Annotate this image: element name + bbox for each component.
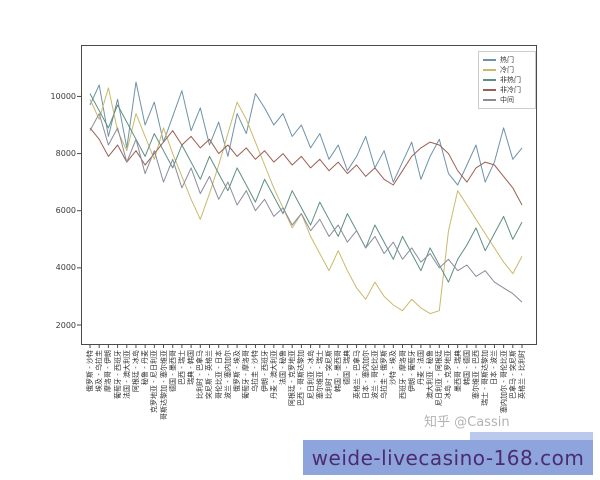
- y-tick-label: 4000: [55, 263, 76, 273]
- x-tick-label: 阿根廷 - 冰岛: [131, 350, 140, 392]
- footer-site-url: weide-livecasino-168.com: [311, 445, 585, 470]
- x-tick-label: 葡萄牙 - 西班牙: [113, 350, 122, 399]
- x-tick-label: 丹麦 - 澳大利亚: [269, 350, 278, 399]
- x-tick-label: 瑞典 - 韩国: [187, 350, 196, 385]
- x-tick-label: 埃及 - 乌拉圭: [95, 350, 104, 392]
- x-tick-label: 韩国 - 德国: [462, 350, 471, 385]
- x-tick-label: 冰岛 - 克罗地亚: [444, 350, 453, 399]
- x-tick-label: 塞尔维亚 - 巴西: [472, 350, 481, 399]
- legend-label: 中间: [500, 96, 514, 104]
- legend-item-非冷门: 非冷门: [483, 85, 531, 95]
- y-tick-label: 2000: [55, 320, 76, 330]
- x-tick-label: 乌拉圭 - 俄罗斯: [380, 350, 389, 399]
- x-tick-label: 突尼斯 - 英格兰: [205, 350, 214, 399]
- chart-legend: 热门冷门非热门非冷门中间: [478, 51, 536, 109]
- x-tick-label: 德国 - 墨西哥: [168, 350, 177, 392]
- x-tick-label: 澳大利亚 - 秘鲁: [426, 350, 435, 399]
- legend-label: 热门: [500, 56, 514, 64]
- x-tick-label: 巴西 - 瑞士: [177, 350, 186, 385]
- x-tick-label: 英格兰 - 比利时: [518, 350, 526, 399]
- x-tick-label: 哥斯达黎加 - 塞尔维亚: [159, 350, 168, 420]
- legend-label: 非热门: [500, 76, 521, 84]
- legend-item-非热门: 非热门: [483, 75, 531, 85]
- x-tick-label: 哥伦比亚 - 日本: [214, 350, 223, 399]
- x-tick-label: 乌拉圭 - 沙特: [251, 350, 260, 392]
- x-tick-label: 摩洛哥 - 伊朗: [104, 350, 113, 392]
- legend-line-swatch: [483, 69, 496, 71]
- legend-line-swatch: [483, 99, 496, 101]
- x-tick-label: 日本 - 塞内加尔: [361, 350, 370, 399]
- axis-tick-marks: [77, 95, 523, 348]
- x-tick-label: 克罗地亚 - 尼日利亚: [150, 350, 159, 413]
- x-tick-label: 秘鲁 - 丹麦: [141, 350, 150, 385]
- x-tick-label: 韩国 - 墨西哥: [334, 350, 343, 392]
- legend-item-热门: 热门: [483, 55, 531, 65]
- legend-line-swatch: [483, 59, 496, 61]
- x-tick-label: 日本 - 波兰: [490, 350, 499, 385]
- x-tick-label: 墨西哥 - 瑞典: [453, 350, 462, 392]
- x-tick-label: 法国 - 澳大利亚: [122, 350, 131, 399]
- series-line-非热门: [89, 93, 523, 283]
- series-line-冷门: [89, 87, 523, 315]
- x-tick-label: 波兰 - 塞内加尔: [223, 350, 232, 399]
- x-tick-label: 塞尔维亚 - 瑞士: [315, 350, 324, 399]
- x-tick-label: 阿根廷 - 克罗地亚: [288, 350, 297, 406]
- series-line-热门: [89, 81, 523, 186]
- footer-site-banner: weide-livecasino-168.com: [303, 440, 593, 475]
- x-tick-label: 伊朗 - 西班牙: [260, 350, 269, 392]
- x-tick-label: 尼日利亚 - 冰岛: [306, 350, 315, 399]
- x-tick-label: 比利时 - 巴拿马: [196, 350, 205, 399]
- y-tick-label: 6000: [55, 206, 76, 216]
- legend-item-冷门: 冷门: [483, 65, 531, 75]
- x-tick-label: 沙特 - 埃及: [389, 350, 398, 385]
- x-tick-label: 葡萄牙 - 摩洛哥: [242, 350, 251, 399]
- y-tick-label: 10000: [50, 91, 76, 101]
- legend-line-swatch: [483, 89, 496, 91]
- y-tick-label: 8000: [55, 149, 76, 159]
- x-tick-label: 俄罗斯 - 埃及: [233, 350, 242, 392]
- banner-light-strip: [470, 432, 593, 441]
- x-tick-label: 巴拿马 - 突尼斯: [508, 350, 517, 399]
- x-tick-label: 巴西 - 哥斯达黎加: [297, 350, 306, 406]
- series-line-中间: [89, 113, 523, 303]
- series-line-非冷门: [89, 127, 523, 206]
- x-tick-label: 俄罗斯 - 沙特: [86, 350, 94, 392]
- legend-label: 冷门: [500, 66, 514, 74]
- x-tick-label: 德国 - 瑞典: [343, 350, 352, 385]
- x-tick-label: 塞内加尔 - 哥伦比亚: [499, 350, 508, 413]
- x-tick-label: 法国 - 秘鲁: [279, 350, 288, 385]
- x-tick-label: 丹麦 - 法国: [416, 350, 425, 385]
- x-tick-label: 西班牙 - 摩洛哥: [398, 350, 407, 399]
- x-tick-label: 英格兰 - 巴拿马: [352, 350, 361, 399]
- legend-line-swatch: [483, 79, 496, 81]
- x-tick-label: 伊朗 - 葡萄牙: [407, 350, 416, 392]
- zhihu-author-watermark: 知乎 @Cassin: [424, 415, 510, 430]
- x-tick-label: 比利时 - 突尼斯: [324, 350, 333, 399]
- x-tick-label: 尼日利亚 - 阿根廷: [435, 350, 444, 406]
- legend-item-中间: 中间: [483, 95, 531, 105]
- x-tick-label: 波兰 - 哥伦比亚: [370, 350, 379, 399]
- x-tick-label: 瑞士 - 哥斯达黎加: [481, 350, 490, 406]
- legend-label: 非冷门: [500, 86, 521, 94]
